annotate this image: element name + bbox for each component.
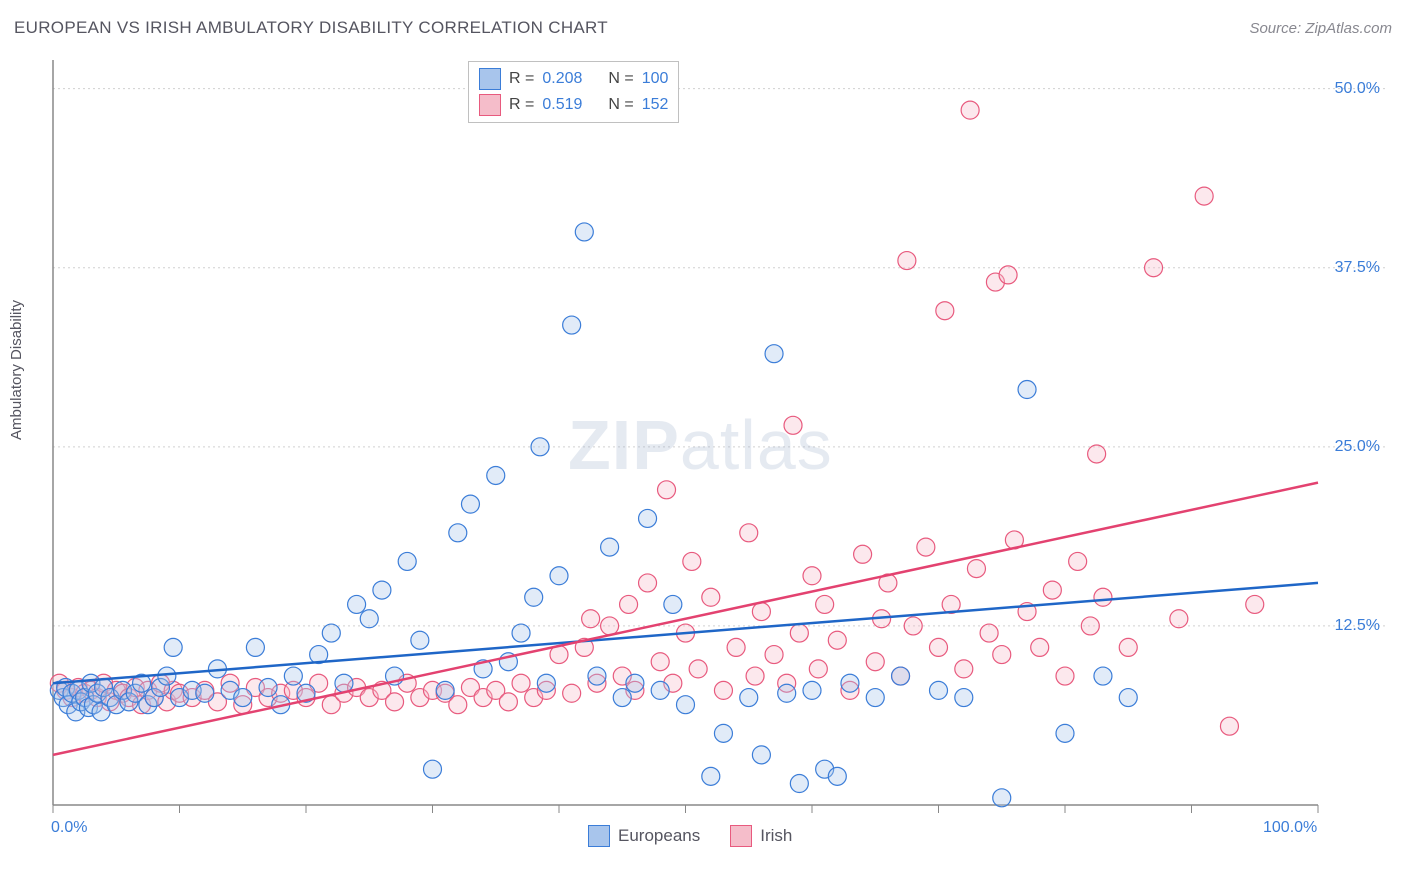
legend-swatch-irish: [479, 94, 501, 116]
legend-stats-row-irish: R = 0.519 N = 152: [479, 92, 668, 118]
legend-item-europeans: Europeans: [588, 825, 700, 847]
y-tick-label: 25.0%: [1335, 438, 1380, 456]
scatter-plot: [48, 55, 1388, 845]
x-tick-label: 100.0%: [1263, 819, 1317, 837]
legend-stats: R = 0.208 N = 100 R = 0.519 N = 152: [468, 61, 679, 123]
legend-swatch-europeans: [479, 68, 501, 90]
chart-header: EUROPEAN VS IRISH AMBULATORY DISABILITY …: [14, 18, 1392, 38]
x-tick-label: 0.0%: [51, 819, 87, 837]
chart-source: Source: ZipAtlas.com: [1249, 20, 1392, 37]
legend-stats-row-europeans: R = 0.208 N = 100: [479, 66, 668, 92]
y-tick-label: 12.5%: [1335, 617, 1380, 635]
y-axis-label: Ambulatory Disability: [8, 300, 25, 440]
legend-item-irish: Irish: [730, 825, 792, 847]
y-tick-label: 37.5%: [1335, 259, 1380, 277]
legend-series: Europeans Irish: [588, 825, 792, 847]
legend-swatch-irish-icon: [730, 825, 752, 847]
chart-title: EUROPEAN VS IRISH AMBULATORY DISABILITY …: [14, 18, 608, 38]
legend-swatch-europeans-icon: [588, 825, 610, 847]
y-tick-label: 50.0%: [1335, 80, 1380, 98]
chart-area: ZIPatlas R = 0.208 N = 100 R = 0.519 N =…: [48, 55, 1388, 845]
